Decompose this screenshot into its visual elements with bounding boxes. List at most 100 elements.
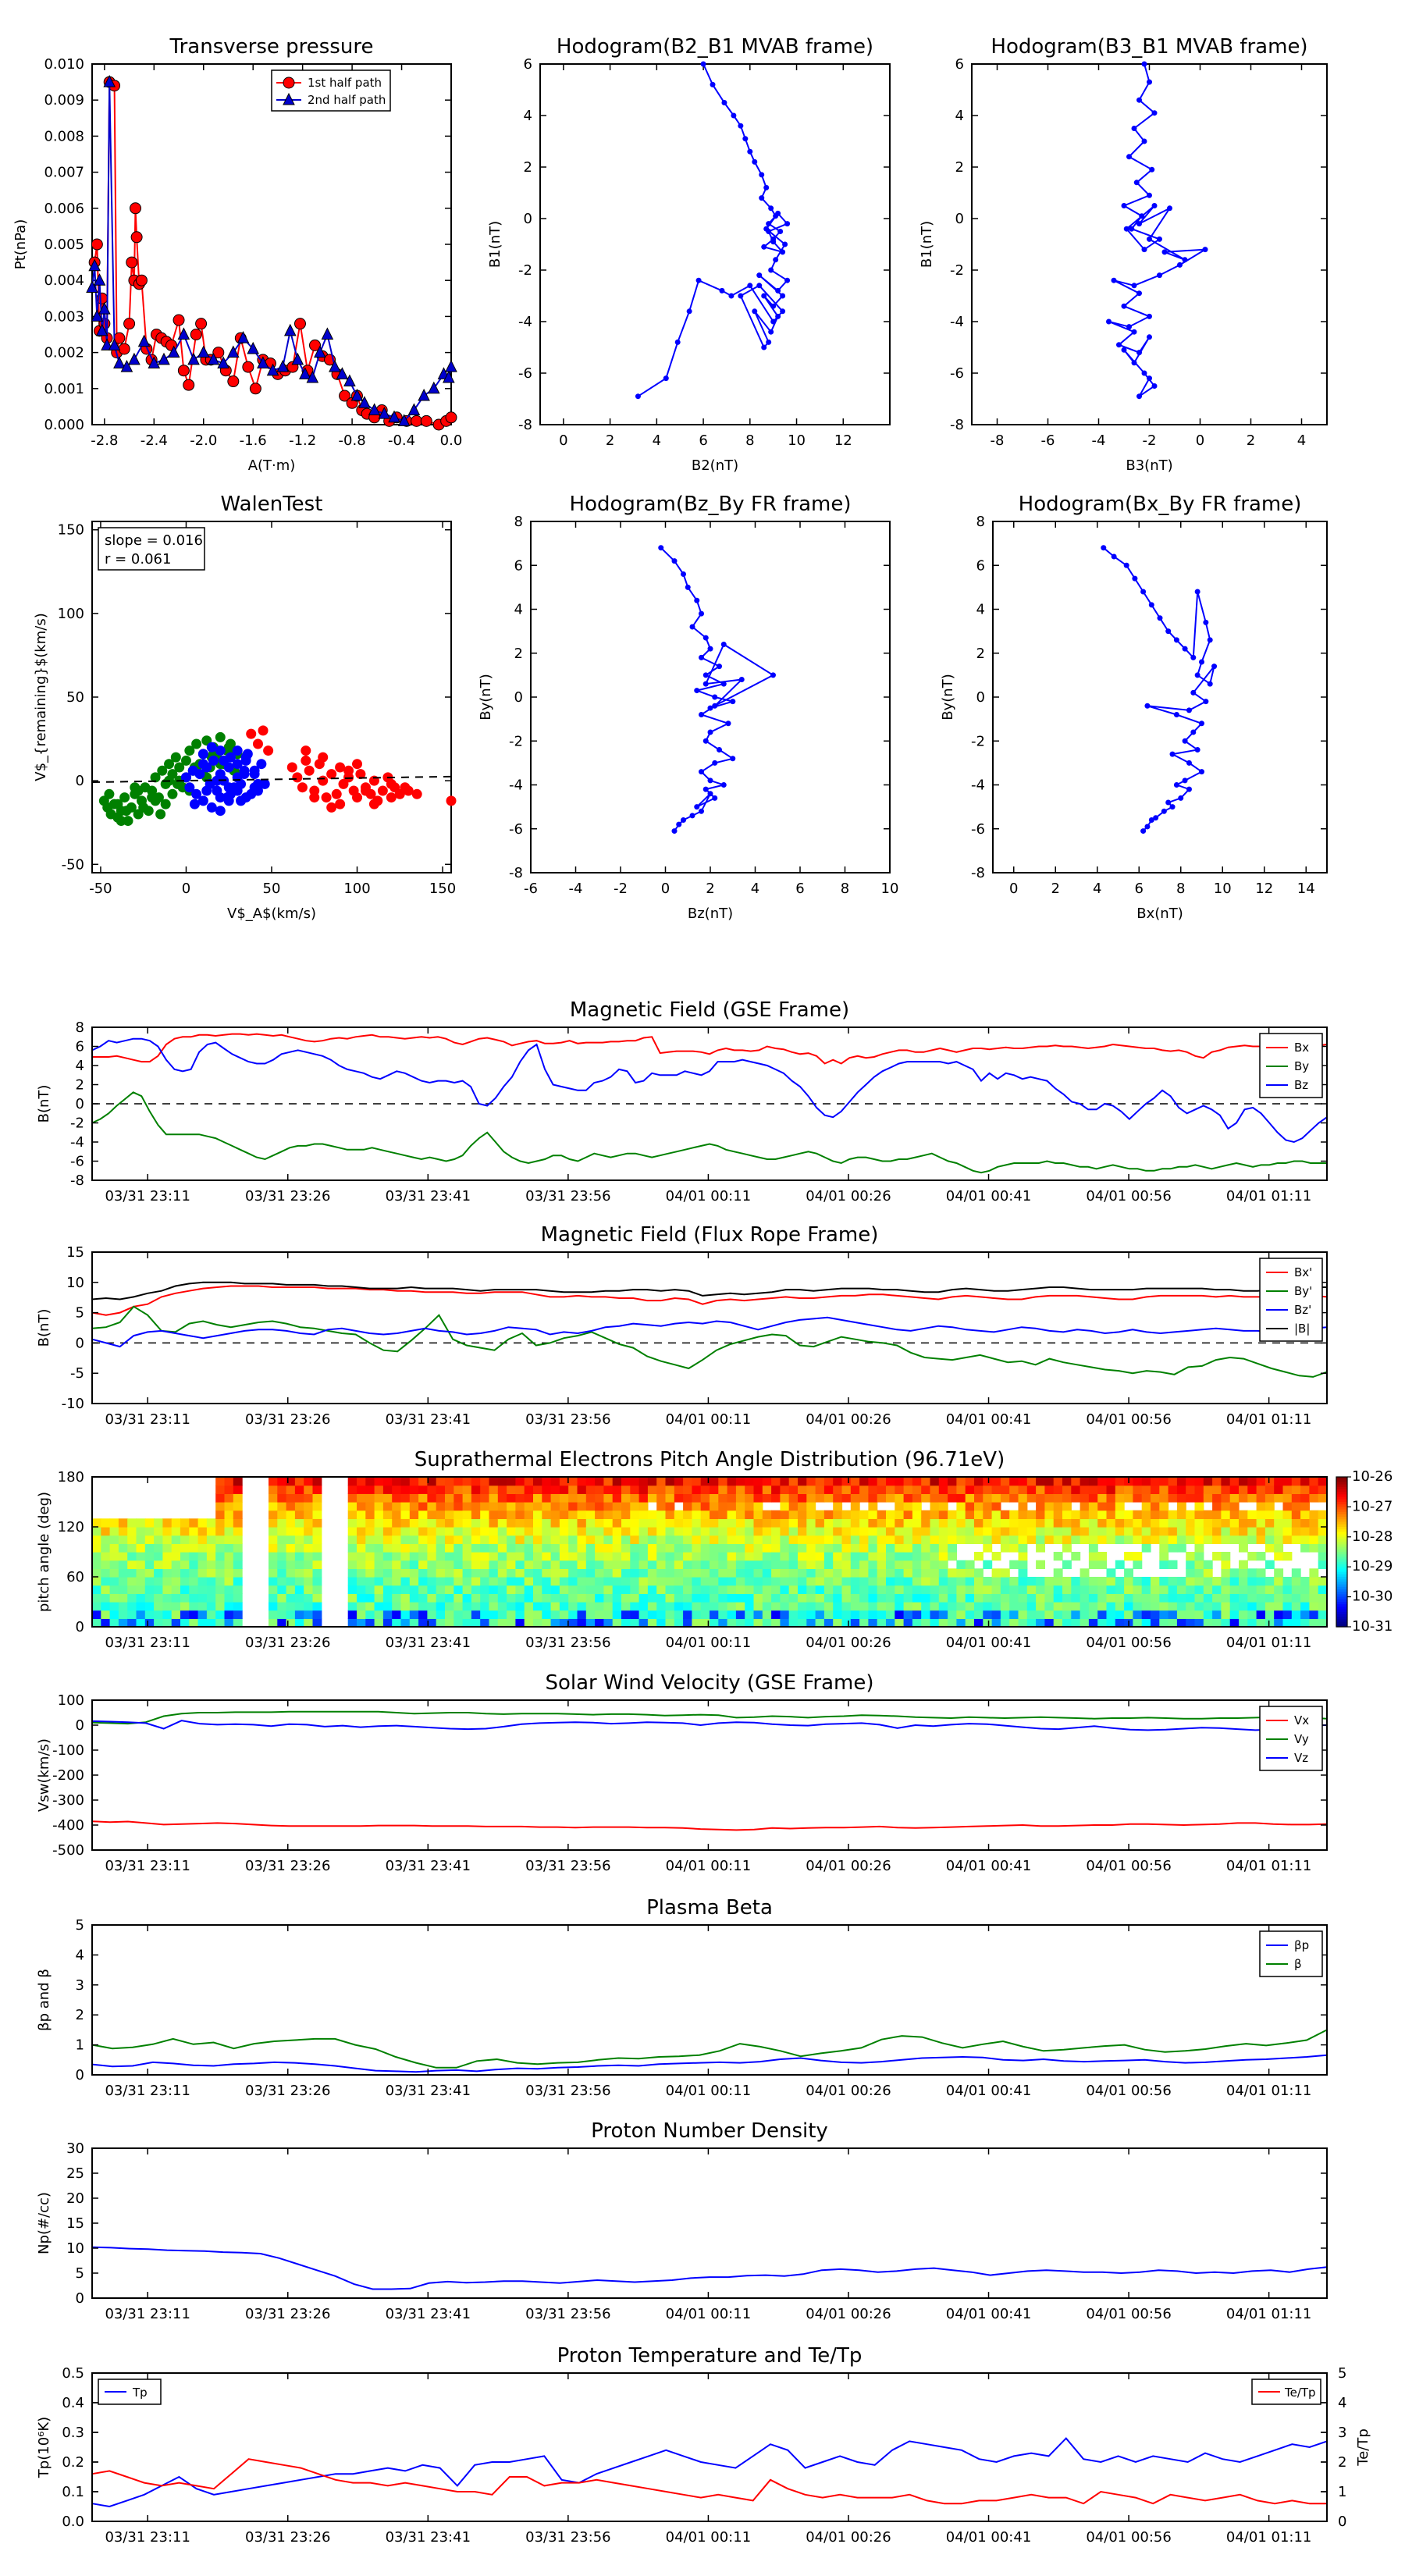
heatmap-cell xyxy=(1026,1585,1037,1594)
heatmap-cell xyxy=(1203,1560,1213,1569)
data-point xyxy=(314,345,326,358)
heatmap-cell xyxy=(948,1593,957,1603)
heatmap-cell xyxy=(1133,1560,1143,1569)
heatmap-cell xyxy=(621,1602,631,1611)
heatmap-cell xyxy=(347,1510,357,1519)
hodogram-point xyxy=(1151,383,1158,389)
heatmap-cell xyxy=(1186,1527,1196,1536)
heatmap-cell xyxy=(1309,1493,1319,1503)
heatmap-cell xyxy=(841,1568,852,1578)
panel-bfr: Magnetic Field (Flux Rope Frame)-10-5051… xyxy=(36,1223,1328,1428)
heatmap-cell xyxy=(727,1510,737,1519)
data-point xyxy=(227,345,240,358)
heatmap-cell xyxy=(1115,1510,1125,1519)
hodogram-point xyxy=(1136,290,1142,297)
heatmap-cell xyxy=(656,1593,667,1603)
heatmap-cell xyxy=(471,1560,481,1569)
hodogram-point xyxy=(763,184,770,190)
heatmap-cell xyxy=(859,1535,869,1544)
heatmap-cell xyxy=(524,1527,534,1536)
heatmap-cell xyxy=(983,1527,993,1536)
heatmap-cell xyxy=(233,1560,243,1569)
heatmap-cell xyxy=(462,1510,472,1519)
heatmap-cell xyxy=(1080,1477,1090,1486)
heatmap-cell xyxy=(1309,1510,1319,1519)
heatmap-cell xyxy=(1221,1502,1231,1511)
heatmap-cell xyxy=(524,1477,534,1486)
heatmap-cell xyxy=(1141,1610,1151,1619)
heatmap-cell xyxy=(718,1527,728,1536)
y-tick-label: 0.008 xyxy=(44,128,84,144)
heatmap-cell xyxy=(965,1593,975,1603)
heatmap-cell xyxy=(224,1493,234,1503)
heatmap-cell xyxy=(1009,1610,1019,1619)
heatmap-cell xyxy=(771,1535,781,1544)
hodogram-point xyxy=(780,249,786,255)
heatmap-cell xyxy=(850,1510,860,1519)
heatmap-cell xyxy=(585,1527,596,1536)
heatmap-cell xyxy=(533,1602,542,1611)
heatmap-cell xyxy=(630,1518,640,1528)
hodogram-point xyxy=(712,703,718,709)
heatmap-cell xyxy=(277,1477,287,1486)
heatmap-cell xyxy=(454,1535,464,1544)
heatmap-cell xyxy=(806,1527,816,1536)
heatmap-cell xyxy=(1036,1493,1045,1503)
heatmap-cell xyxy=(603,1485,614,1494)
heatmap-cell xyxy=(727,1485,737,1494)
heatmap-cell xyxy=(1115,1485,1125,1494)
panel-title: Hodogram(B3_B1 MVAB frame) xyxy=(991,35,1307,59)
panel-title: Transverse pressure xyxy=(169,35,374,59)
hodogram-point xyxy=(676,821,682,827)
heatmap-cell xyxy=(612,1485,622,1494)
heatmap-cell xyxy=(1159,1527,1169,1536)
heatmap-cell xyxy=(409,1577,419,1586)
heatmap-cell xyxy=(418,1502,428,1511)
heatmap-cell xyxy=(294,1485,304,1494)
data-point xyxy=(118,343,130,355)
heatmap-cell xyxy=(1133,1477,1143,1486)
hodogram-point xyxy=(694,688,700,694)
heatmap-cell xyxy=(674,1485,684,1494)
data-point xyxy=(378,407,391,419)
heatmap-cell xyxy=(638,1502,649,1511)
heatmap-cell xyxy=(1018,1527,1028,1536)
heatmap-cell xyxy=(1071,1618,1081,1628)
heatmap-cell xyxy=(471,1535,481,1544)
heatmap-cell xyxy=(612,1527,622,1536)
heatmap-cell xyxy=(771,1618,781,1628)
heatmap-cell xyxy=(269,1485,278,1494)
walen-point xyxy=(252,778,263,789)
walen-point xyxy=(212,775,222,786)
heatmap-cell xyxy=(577,1493,587,1503)
heatmap-cell xyxy=(1141,1477,1151,1486)
hodogram-point xyxy=(738,293,744,299)
y-tick-label: 100 xyxy=(58,606,84,622)
heatmap-cell xyxy=(798,1568,807,1578)
heatmap-cell xyxy=(1274,1552,1284,1561)
hodogram-point xyxy=(1153,815,1159,821)
heatmap-cell xyxy=(780,1577,790,1586)
hodogram-point xyxy=(671,558,678,564)
heatmap-cell xyxy=(886,1577,895,1586)
heatmap-cell xyxy=(489,1493,499,1503)
heatmap-cell xyxy=(1000,1535,1010,1544)
walen-point xyxy=(321,792,332,803)
heatmap-cell xyxy=(277,1568,287,1578)
heatmap-cell xyxy=(374,1493,384,1503)
plot-frame xyxy=(91,1699,1328,1851)
heatmap-cell xyxy=(197,1560,208,1569)
heatmap-cell xyxy=(1159,1493,1169,1503)
heatmap-cell xyxy=(445,1535,454,1544)
heatmap-cell xyxy=(507,1535,516,1544)
heatmap-cell xyxy=(683,1510,692,1519)
heatmap-cell xyxy=(983,1610,993,1619)
hodogram-point xyxy=(761,344,767,350)
heatmap-cell xyxy=(1062,1602,1072,1611)
heatmap-cell xyxy=(101,1618,111,1628)
heatmap-cell xyxy=(1062,1485,1072,1494)
heatmap-cell xyxy=(868,1502,878,1511)
data-point xyxy=(187,352,200,365)
